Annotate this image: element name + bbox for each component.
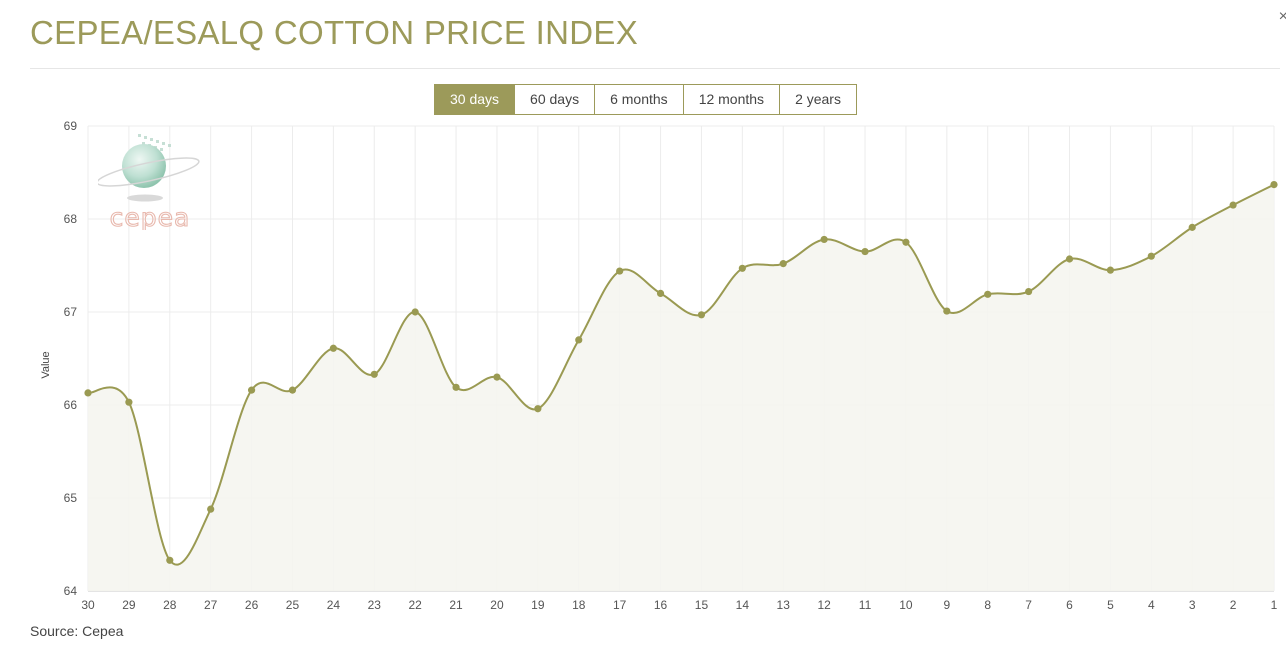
data-point-27[interactable]	[207, 505, 215, 513]
data-point-11[interactable]	[861, 247, 869, 256]
data-point-28[interactable]	[166, 556, 174, 564]
x-axis-ticks: 30 29 28 27 26 25 24 23 22 21 20 19 18 17 16 15 14 13 12 11…	[81, 598, 1277, 612]
x-tick-label: 6	[1066, 598, 1073, 612]
x-tick-label: 28	[163, 598, 177, 612]
x-tick-label: 2	[1230, 598, 1237, 612]
data-point-9[interactable]	[943, 307, 951, 315]
data-point-23[interactable]	[370, 370, 378, 378]
data-point-19[interactable]	[534, 405, 542, 413]
x-tick-label: 9	[943, 598, 950, 612]
x-tick-label: 26	[245, 598, 259, 612]
data-point-25[interactable]	[288, 386, 297, 394]
x-tick-label: 14	[736, 598, 750, 612]
y-tick-label: 68	[64, 212, 78, 226]
data-point-5[interactable]	[1106, 266, 1115, 274]
data-point-26[interactable]	[247, 386, 256, 394]
x-tick-label: 20	[490, 598, 504, 612]
data-point-7[interactable]	[1025, 287, 1033, 296]
x-tick-label: 19	[531, 598, 545, 612]
period-tabs: 30 days 60 days 6 months 12 months 2 yea…	[434, 84, 857, 115]
data-point-12[interactable]	[820, 235, 828, 244]
x-tick-label: 17	[613, 598, 627, 612]
svg-text:cepea: cepea	[110, 203, 191, 230]
data-point-1[interactable]	[1270, 180, 1278, 189]
data-point-4[interactable]	[1147, 252, 1155, 260]
data-point-14[interactable]	[738, 264, 746, 272]
data-point-29[interactable]	[125, 398, 133, 406]
x-tick-label: 3	[1189, 598, 1196, 612]
x-tick-label: 30	[81, 598, 95, 612]
data-point-16[interactable]	[656, 289, 665, 297]
x-tick-label: 18	[572, 598, 586, 612]
x-tick-label: 7	[1025, 598, 1032, 612]
data-point-13[interactable]	[779, 260, 787, 268]
x-tick-label: 27	[204, 598, 218, 612]
data-points	[84, 180, 1278, 564]
x-tick-label: 13	[777, 598, 791, 612]
title-divider	[30, 68, 1280, 69]
data-point-17[interactable]	[616, 267, 624, 275]
page-title: CEPEA/ESALQ COTTON PRICE INDEX	[30, 14, 639, 51]
x-tick-label: 5	[1107, 598, 1114, 612]
data-point-21[interactable]	[452, 383, 460, 391]
data-point-6[interactable]	[1065, 255, 1074, 263]
tab-60-days[interactable]: 60 days	[514, 85, 595, 114]
x-tick-label: 21	[449, 598, 463, 612]
data-point-10[interactable]	[902, 238, 910, 246]
data-point-8[interactable]	[984, 290, 992, 298]
data-point-20[interactable]	[493, 373, 501, 381]
data-point-15[interactable]	[697, 311, 706, 319]
tab-2-years[interactable]: 2 years	[779, 85, 856, 114]
x-tick-label: 24	[327, 598, 341, 612]
cepea-globe-logo: cepea	[96, 130, 202, 233]
x-tick-label: 15	[695, 598, 709, 612]
x-tick-label: 29	[122, 598, 136, 612]
area-fill	[88, 184, 1274, 591]
price-chart: 30 29 28 27 26 25 24 23 22 21 20 19 18 17 16 15 14 13 12 11…	[40, 119, 1278, 612]
data-point-3[interactable]	[1188, 223, 1196, 231]
x-tick-label: 10	[899, 598, 913, 612]
source-note: Source: Cepea	[30, 623, 124, 639]
data-point-24[interactable]	[329, 344, 337, 352]
y-tick-label: 66	[64, 398, 78, 412]
x-tick-label: 11	[859, 598, 872, 612]
x-tick-label: 8	[984, 598, 991, 612]
y-tick-label: 65	[64, 491, 78, 505]
x-tick-label: 4	[1148, 598, 1155, 612]
tab-30-days[interactable]: 30 days	[435, 85, 515, 114]
x-tick-label: 22	[408, 598, 422, 612]
x-tick-label: 16	[654, 598, 668, 612]
close-icon[interactable]: ×	[1278, 8, 1286, 25]
data-point-30[interactable]	[84, 389, 92, 397]
tab-12-months[interactable]: 12 months	[682, 85, 780, 114]
data-point-18[interactable]	[575, 336, 583, 344]
y-tick-label: 67	[64, 305, 78, 319]
data-point-2[interactable]	[1229, 201, 1237, 209]
x-tick-label: 1	[1271, 598, 1278, 612]
x-tick-label: 25	[286, 598, 300, 612]
y-tick-label: 64	[64, 584, 78, 598]
y-tick-label: 69	[64, 119, 78, 133]
tab-6-months[interactable]: 6 months	[594, 85, 683, 114]
y-axis-ticks: 64 65 66 67 68 69	[64, 119, 78, 598]
x-tick-label: 12	[817, 598, 831, 612]
y-axis-label: Value	[40, 351, 52, 378]
x-tick-label: 23	[368, 598, 382, 612]
data-point-22[interactable]	[411, 308, 419, 316]
